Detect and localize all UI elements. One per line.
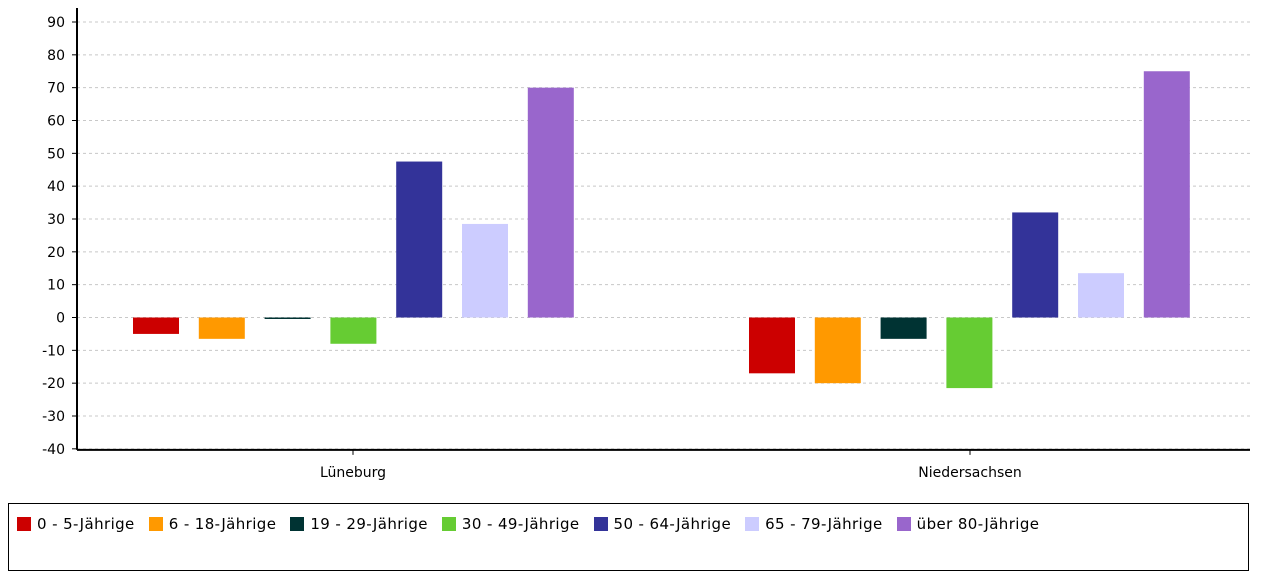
y-tick-label: 30 xyxy=(47,212,65,228)
y-tick-label: -30 xyxy=(42,409,65,425)
bar-0-4 xyxy=(396,161,443,318)
bar-1-6 xyxy=(1143,71,1190,318)
y-tick-label: 90 xyxy=(47,15,65,31)
legend-label: 0 - 5-Jährige xyxy=(37,515,135,533)
legend-label: über 80-Jährige xyxy=(916,515,1040,533)
bar-1-0 xyxy=(749,317,795,374)
legend-item: 65 - 79-Jährige xyxy=(745,510,883,538)
legend-swatch xyxy=(148,517,163,531)
bar-0-0 xyxy=(133,317,179,334)
y-tick-label: 80 xyxy=(47,48,65,64)
bar-1-4 xyxy=(1012,212,1059,318)
y-tick-label: -40 xyxy=(42,442,65,458)
y-tick-label: 40 xyxy=(47,179,65,195)
y-tick-label: -20 xyxy=(42,376,65,392)
legend-item: über 80-Jährige xyxy=(896,510,1040,538)
bar-0-3 xyxy=(330,317,377,344)
y-tick-label: -10 xyxy=(42,343,65,359)
legend-item: 30 - 49-Jährige xyxy=(441,510,580,538)
legend-item: 0 - 5-Jährige xyxy=(17,510,135,538)
bar-0-6 xyxy=(527,87,574,318)
legend-item: 6 - 18-Jährige xyxy=(148,510,277,538)
legend-swatch xyxy=(593,517,608,531)
legend-item: 19 - 29-Jährige xyxy=(290,510,428,538)
legend-label: 19 - 29-Jährige xyxy=(310,515,428,533)
x-category-label: Niedersachsen xyxy=(918,465,1021,481)
bar-1-3 xyxy=(946,317,993,389)
bar-0-2 xyxy=(264,317,311,319)
legend-swatch xyxy=(441,517,456,531)
legend-label: 6 - 18-Jährige xyxy=(168,515,277,533)
bar-1-1 xyxy=(814,317,861,384)
x-axis-category-labels: Lüneburg Niedersachsen xyxy=(320,449,1022,481)
y-tick-label: 50 xyxy=(47,146,65,162)
bar-1-2 xyxy=(880,317,927,339)
bars xyxy=(133,71,1190,389)
y-tick-label: 60 xyxy=(47,114,65,130)
y-tick-label: 10 xyxy=(47,278,65,294)
y-tick-label: 70 xyxy=(47,81,65,97)
bar-0-5 xyxy=(462,223,508,318)
legend-swatch xyxy=(745,517,760,531)
bar-chart: -40 -30 -20 -10 0 10 20 30 40 50 60 70 80 90 Lüneburg… xyxy=(42,8,1250,481)
legend-item: 50 - 64-Jährige xyxy=(593,510,732,538)
x-category-label: Lüneburg xyxy=(320,465,386,481)
y-tick-label: 0 xyxy=(56,311,65,327)
axes xyxy=(76,8,1250,451)
legend-label: 50 - 64-Jährige xyxy=(613,515,732,533)
legend-label: 30 - 49-Jährige xyxy=(461,515,580,533)
bar-0-1 xyxy=(198,317,245,339)
y-axis-ticks: -40 -30 -20 -10 0 10 20 30 40 50 60 70 80 90 xyxy=(42,15,77,458)
legend-label: 65 - 79-Jährige xyxy=(765,515,883,533)
legend-swatch xyxy=(290,517,305,531)
bar-1-5 xyxy=(1078,273,1124,318)
chart-legend: 0 - 5-Jährige 6 - 18-Jährige 19 - 29-Jähri… xyxy=(8,503,1249,571)
grid-lines xyxy=(77,21,1250,450)
legend-swatch xyxy=(896,517,911,531)
y-tick-label: 20 xyxy=(47,245,65,261)
legend-swatch xyxy=(17,517,31,531)
